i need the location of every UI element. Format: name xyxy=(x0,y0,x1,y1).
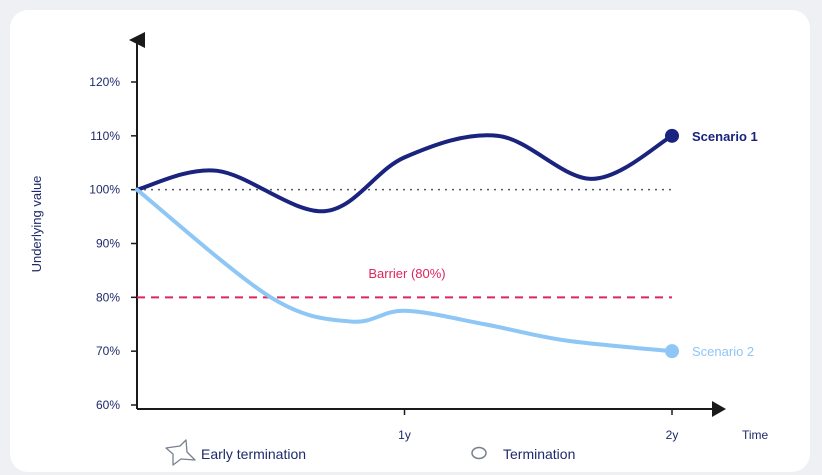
circle-outline-icon xyxy=(471,446,487,460)
y-tick-label: 70% xyxy=(96,344,120,358)
legend-early-termination-label: Early termination xyxy=(201,446,306,462)
y-tick-label: 120% xyxy=(89,75,120,89)
series-line-scenario-1 xyxy=(135,133,674,214)
star-outline-icon xyxy=(165,439,196,466)
x-axis-label: Time xyxy=(742,428,769,442)
chart-card xyxy=(10,10,810,472)
x-axis-arrowhead xyxy=(712,401,726,417)
y-axis-ticks: 120% 110% 100% 90% 80% 70% 60% xyxy=(89,75,137,412)
x-tick-label: 1y xyxy=(398,428,411,442)
y-tick-label: 80% xyxy=(96,290,120,304)
axes xyxy=(129,32,726,417)
y-tick-label: 60% xyxy=(96,398,120,412)
y-tick-label: 100% xyxy=(89,183,120,197)
y-tick-label: 90% xyxy=(96,237,120,251)
y-tick-label: 110% xyxy=(90,129,120,143)
series-end-marker-scenario-1 xyxy=(665,128,679,143)
series-end-marker-scenario-2 xyxy=(665,344,679,359)
y-axis-label: Underlying value xyxy=(29,176,44,273)
series-lines: Scenario 1 Scenario 2 xyxy=(135,128,758,359)
x-axis-ticks: 1y 2y xyxy=(398,409,678,442)
reference-lines xyxy=(137,188,672,299)
legend: Early termination Termination xyxy=(165,439,575,466)
series-label-scenario-1: Scenario 1 xyxy=(692,129,758,144)
barrier-label: Barrier (80%) xyxy=(368,266,445,281)
series-line-scenario-2 xyxy=(135,187,674,354)
legend-termination-label: Termination xyxy=(503,446,575,462)
x-tick-label: 2y xyxy=(666,428,679,442)
series-label-scenario-2: Scenario 2 xyxy=(692,344,754,359)
